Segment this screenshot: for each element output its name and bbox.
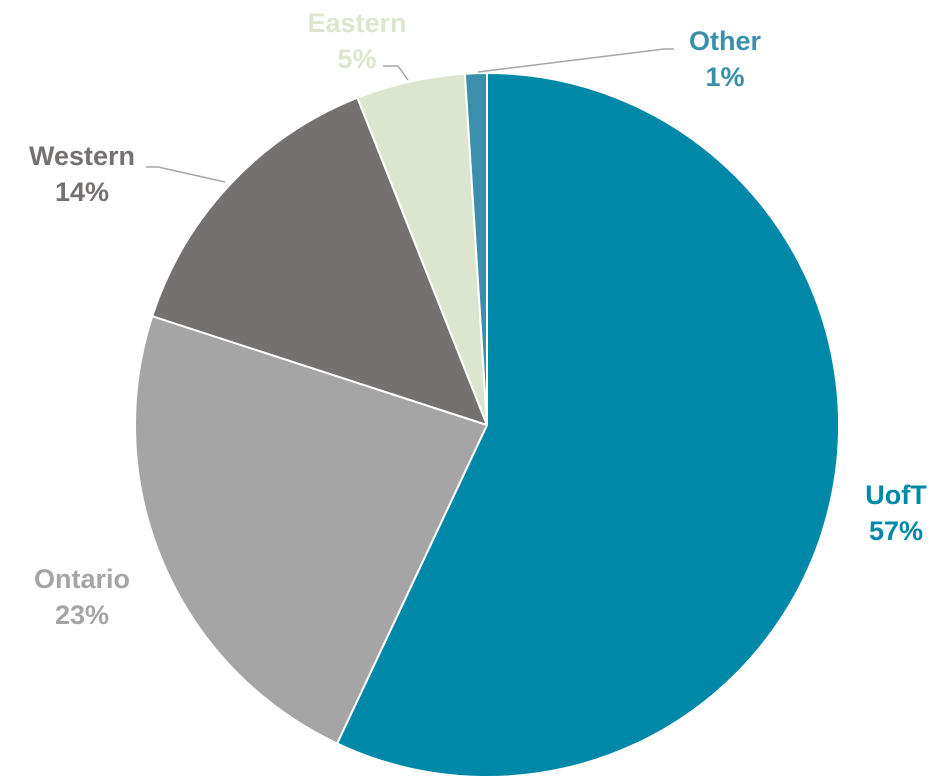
pie-slices bbox=[134, 71, 840, 778]
pie-slice-other bbox=[463, 71, 488, 426]
slice-label-value-other: 1% bbox=[705, 62, 744, 92]
slice-label-value-eastern: 5% bbox=[337, 44, 376, 74]
slice-label-name-western: Western bbox=[29, 141, 135, 171]
slice-labels: UofT 57% Ontario 23% Western 14% Eastern 5% Othe… bbox=[29, 8, 927, 630]
pie-slice-uoft bbox=[336, 72, 840, 778]
slice-label-value-western: 14% bbox=[55, 177, 109, 207]
slice-label-name-ontario: Ontario bbox=[34, 564, 130, 594]
slice-label-value-ontario: 23% bbox=[55, 600, 109, 630]
slice-label-name-uoft: UofT bbox=[865, 480, 927, 510]
pie-slice-western bbox=[151, 96, 488, 426]
leader-line-other bbox=[477, 48, 674, 73]
slice-label-name-eastern: Eastern bbox=[307, 8, 406, 38]
slice-label-name-other: Other bbox=[689, 26, 762, 56]
leader-lines bbox=[146, 48, 674, 183]
slice-label-value-uoft: 57% bbox=[869, 516, 923, 546]
leader-line-western bbox=[146, 166, 226, 183]
pie-slice-ontario bbox=[134, 315, 488, 745]
leader-line-eastern bbox=[383, 65, 409, 81]
